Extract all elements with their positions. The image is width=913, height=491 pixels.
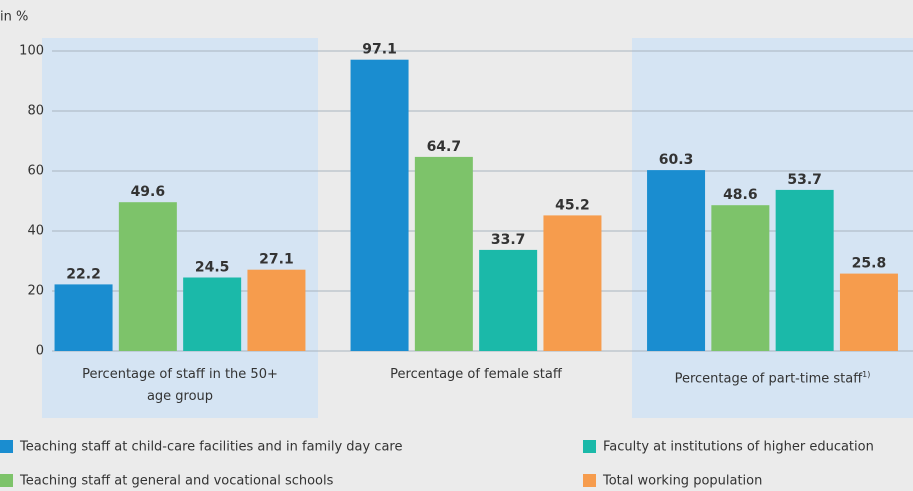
x-tick-label: Percentage of staff in the 50+ age group [70,364,290,408]
bar [183,277,242,351]
bar [839,273,898,351]
value-label: 49.6 [131,184,166,200]
value-label: 25.8 [852,256,887,272]
bar [350,59,409,351]
category-shade [42,38,318,418]
bar [118,202,177,351]
legend-label: Faculty at institutions of higher educat… [603,440,874,455]
legend-label: Teaching staff at general and vocational… [19,474,334,489]
y-tick-label: 20 [27,284,44,299]
y-tick-label: 40 [27,224,44,239]
value-label: 45.2 [555,197,590,213]
category-text: Percentage of staff in the 50+ age group [82,367,278,404]
legend-label: Teaching staff at child-care facilities … [19,440,402,455]
bar [247,269,306,351]
x-tick-label: Percentage of part-time staff1) [663,364,883,390]
y-tick-label: 100 [19,44,44,59]
category-text: Percentage of female staff [390,367,562,382]
y-tick-label: 0 [36,344,44,359]
legend-label: Total working population [602,474,762,489]
value-label: 48.6 [723,187,758,203]
legend-swatch [583,440,596,453]
value-label: 60.3 [659,152,694,168]
bar [711,205,770,351]
bar [775,189,834,351]
value-label: 53.7 [787,172,822,188]
value-label: 27.1 [259,252,294,268]
value-label: 24.5 [195,260,230,276]
category-text: Percentage of part-time staff [674,371,863,387]
value-label: 33.7 [491,232,526,248]
value-label: 64.7 [427,139,462,155]
bar [414,156,473,351]
value-label: 22.2 [66,266,101,282]
x-tick-label: Percentage of female staff [366,364,586,386]
value-label: 97.1 [362,42,397,58]
footnote-mark: 1) [862,370,871,379]
legend-swatch [0,440,13,453]
bar [647,170,706,351]
bar [479,249,538,351]
legend-swatch [0,474,13,487]
y-axis-label: in % [0,10,28,25]
legend-swatch [583,474,596,487]
y-tick-label: 80 [27,104,44,119]
bar [543,215,602,351]
bar [54,284,113,351]
y-tick-label: 60 [27,164,44,179]
